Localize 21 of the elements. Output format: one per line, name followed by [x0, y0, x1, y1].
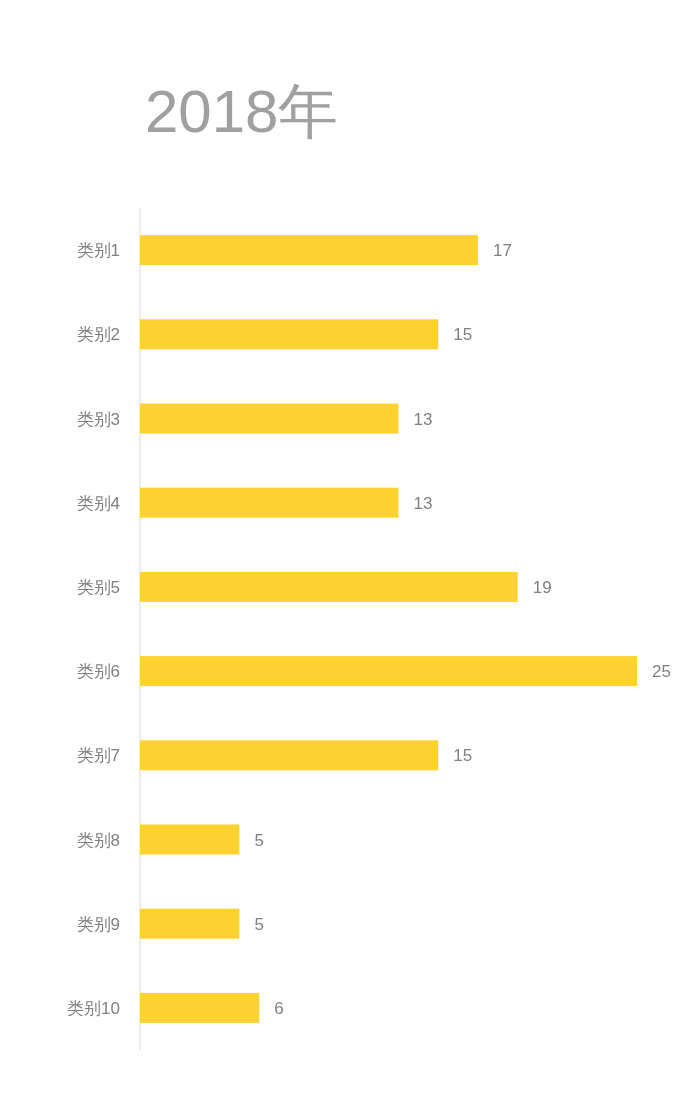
data-label: 25: [652, 662, 671, 682]
data-label: 5: [254, 914, 264, 934]
category-label: 类别3: [76, 409, 120, 429]
data-label: 13: [413, 493, 433, 513]
data-label: 15: [453, 746, 473, 766]
data-label: 13: [413, 409, 433, 429]
category-label: 类别6: [76, 662, 120, 682]
data-label: 17: [492, 241, 512, 261]
data-label: 19: [532, 577, 552, 597]
data-label: 15: [453, 325, 473, 345]
category-label: 类别7: [76, 746, 120, 766]
category-label: 类别4: [76, 493, 120, 513]
title: 2018年: [145, 78, 339, 145]
category-label: 类别1: [76, 241, 120, 261]
category-label: 类别2: [76, 325, 120, 345]
category-label: 类别5: [76, 577, 120, 597]
category-label: 类别9: [76, 914, 120, 934]
data-label: 6: [274, 998, 284, 1018]
category-label: 类别8: [76, 830, 120, 850]
category-label: 类别10: [67, 998, 120, 1018]
data-label: 5: [254, 830, 264, 850]
